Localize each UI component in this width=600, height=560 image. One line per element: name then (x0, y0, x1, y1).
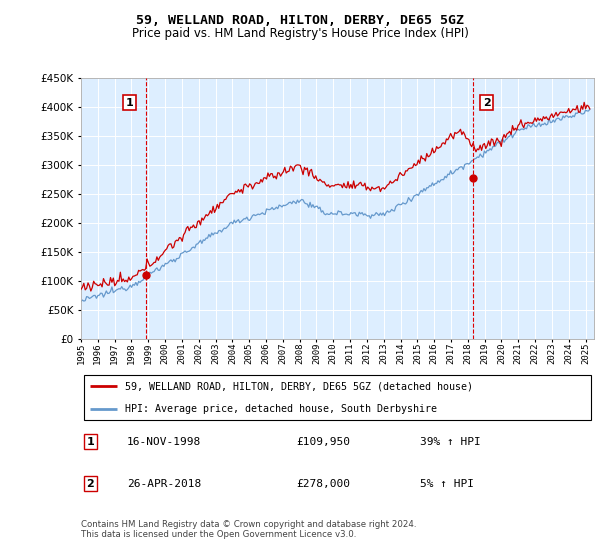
Text: 59, WELLAND ROAD, HILTON, DERBY, DE65 5GZ: 59, WELLAND ROAD, HILTON, DERBY, DE65 5G… (136, 14, 464, 27)
Text: 1: 1 (125, 97, 133, 108)
Text: 1: 1 (86, 437, 94, 447)
Text: 16-NOV-1998: 16-NOV-1998 (127, 437, 202, 447)
Text: 2: 2 (483, 97, 491, 108)
Text: £278,000: £278,000 (296, 479, 350, 488)
Text: £109,950: £109,950 (296, 437, 350, 447)
Text: HPI: Average price, detached house, South Derbyshire: HPI: Average price, detached house, Sout… (125, 404, 437, 414)
Text: Price paid vs. HM Land Registry's House Price Index (HPI): Price paid vs. HM Land Registry's House … (131, 27, 469, 40)
Text: 39% ↑ HPI: 39% ↑ HPI (419, 437, 481, 447)
Text: 5% ↑ HPI: 5% ↑ HPI (419, 479, 473, 488)
Text: Contains HM Land Registry data © Crown copyright and database right 2024.
This d: Contains HM Land Registry data © Crown c… (81, 520, 416, 539)
Text: 26-APR-2018: 26-APR-2018 (127, 479, 202, 488)
Text: 59, WELLAND ROAD, HILTON, DERBY, DE65 5GZ (detached house): 59, WELLAND ROAD, HILTON, DERBY, DE65 5G… (125, 381, 473, 391)
Text: 2: 2 (86, 479, 94, 488)
FancyBboxPatch shape (83, 375, 592, 420)
